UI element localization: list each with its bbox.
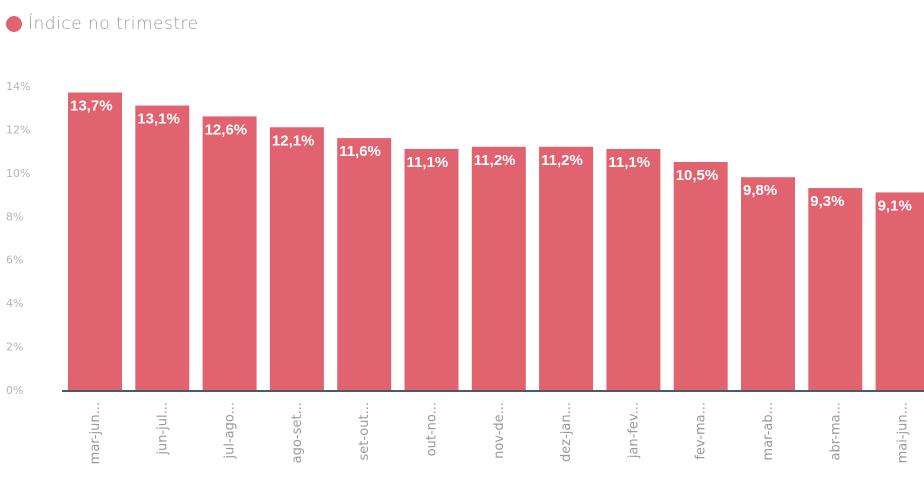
- y-tick-label: 8%: [6, 210, 23, 223]
- y-tick-label: 0%: [6, 384, 23, 397]
- bars: 13,7% 13,1% 12,6% 12,1% 11,6% 11,1% 11,2% 11,2%…: [68, 92, 924, 391]
- bar[interactable]: [539, 146, 594, 390]
- bar[interactable]: [337, 138, 392, 390]
- legend-label: Índice no trimestre: [28, 14, 199, 34]
- bar[interactable]: [404, 148, 459, 390]
- x-tick-label: nov-de...: [492, 402, 507, 459]
- x-tick-label: mar-jun...: [88, 402, 103, 464]
- x-tick-label: set-out...: [357, 402, 372, 461]
- legend-marker: [6, 16, 22, 32]
- data-label: 13,7%: [70, 98, 113, 115]
- data-label: 11,6%: [339, 143, 381, 160]
- bar[interactable]: [471, 146, 526, 390]
- bar[interactable]: [202, 116, 257, 391]
- data-label: 9,1%: [878, 197, 912, 214]
- data-label: 12,6%: [205, 121, 248, 138]
- bar[interactable]: [875, 192, 924, 390]
- x-tick-label: jun-jul...: [155, 402, 170, 456]
- bar[interactable]: [673, 162, 728, 390]
- bar[interactable]: [269, 127, 324, 390]
- bar[interactable]: [68, 92, 122, 390]
- y-axis: 0% 2% 4% 6% 8% 10% 12% 14%: [6, 80, 30, 397]
- y-tick-label: 14%: [6, 80, 30, 93]
- x-tick-label: mai-jun...: [896, 402, 911, 463]
- x-axis: mar-jun... jun-jul... jul-ago... ago-set...…: [88, 402, 911, 464]
- x-tick-label: ago-set...: [290, 402, 305, 463]
- x-tick-label: out-no...: [425, 402, 440, 456]
- y-tick-label: 2%: [6, 341, 23, 354]
- data-label: 9,8%: [743, 182, 777, 199]
- y-tick-label: 6%: [6, 254, 23, 267]
- x-tick-label: jan-fev...: [626, 402, 641, 459]
- data-label: 10,5%: [676, 167, 719, 184]
- bar[interactable]: [135, 105, 190, 391]
- x-tick-label: jul-ago...: [223, 402, 238, 460]
- data-label: 11,2%: [541, 152, 583, 169]
- x-tick-label: fev-ma...: [694, 402, 709, 460]
- bar[interactable]: [606, 148, 661, 390]
- data-label: 11,1%: [608, 154, 650, 171]
- bar[interactable]: [741, 177, 795, 390]
- bar[interactable]: [808, 188, 863, 390]
- data-label: 11,2%: [474, 152, 516, 169]
- y-tick-label: 10%: [6, 167, 30, 180]
- x-tick-label: dez-jan...: [559, 402, 574, 462]
- data-label: 11,1%: [407, 154, 449, 171]
- data-label: 9,3%: [810, 193, 844, 210]
- x-tick-label: abr-ma...: [828, 402, 843, 460]
- legend: Índice no trimestre: [6, 14, 199, 34]
- x-tick-label: mar-ab...: [761, 402, 776, 460]
- data-label: 13,1%: [137, 111, 180, 128]
- y-tick-label: 12%: [6, 123, 30, 136]
- data-label: 12,1%: [272, 132, 315, 149]
- y-tick-label: 4%: [6, 297, 23, 310]
